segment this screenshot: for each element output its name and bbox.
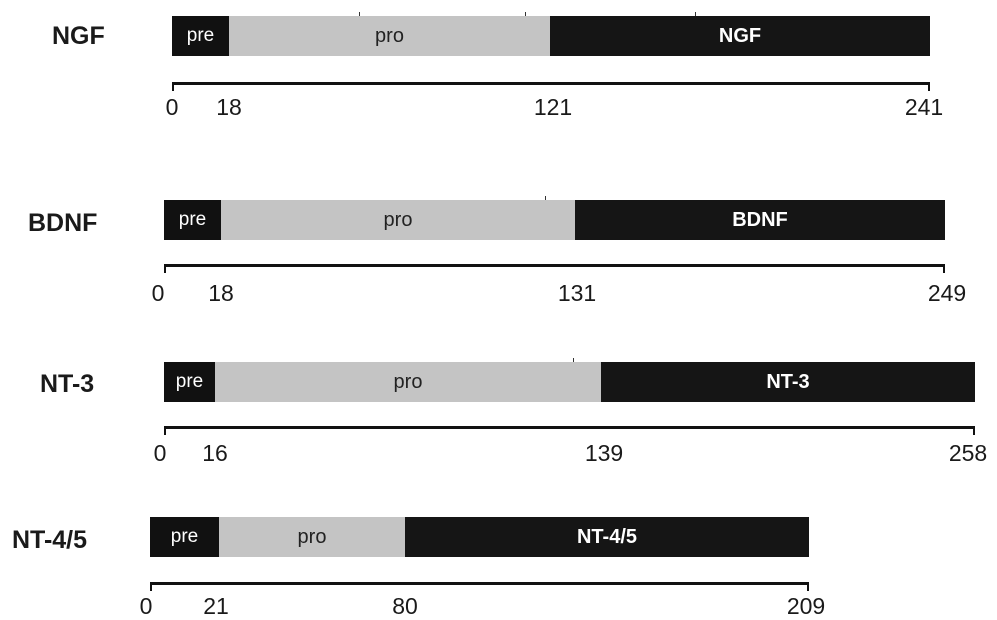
tick-label: 249 xyxy=(927,280,967,306)
protein-name: BDNF xyxy=(28,209,98,237)
tick-mark xyxy=(928,82,930,91)
precursor-bar: pre pro NT-4/5 xyxy=(150,517,809,557)
pre-segment: pre xyxy=(172,16,229,56)
mature-segment: NT-4/5 xyxy=(405,517,809,557)
tick-label: 0 xyxy=(139,593,153,619)
pro-segment: pro xyxy=(219,517,405,557)
protein-row-ngf: NGF pre pro NGF 0 18 121 241 xyxy=(0,0,997,120)
protein-row-bdnf: BDNF pre pro BDNF 0 18 131 249 xyxy=(0,0,997,306)
mature-segment: NGF xyxy=(550,16,930,56)
tick-mark xyxy=(807,582,809,591)
tick-label: 131 xyxy=(557,280,597,306)
tick-mark xyxy=(164,264,166,273)
pro-segment: pro xyxy=(221,200,575,240)
tick-label: 21 xyxy=(203,593,229,619)
precursor-bar: pre pro NT-3 xyxy=(164,362,975,402)
tick-label: 0 xyxy=(151,280,165,306)
tick-mark xyxy=(164,426,166,435)
tick-mark xyxy=(973,426,975,435)
pro-segment: pro xyxy=(215,362,601,402)
protein-row-nt3: NT-3 pre pro NT-3 0 16 139 258 xyxy=(0,0,997,466)
tick-label: 0 xyxy=(153,440,167,466)
pre-segment: pre xyxy=(164,362,215,402)
tick-mark xyxy=(150,582,152,591)
residue-axis xyxy=(164,264,945,273)
tick-label: 241 xyxy=(904,94,944,120)
protein-name: NT-3 xyxy=(40,370,95,398)
pre-segment: pre xyxy=(164,200,221,240)
protein-name: NT-4/5 xyxy=(12,526,88,554)
residue-axis xyxy=(172,82,930,91)
tick-label: 18 xyxy=(216,94,242,120)
tick-label: 139 xyxy=(584,440,624,466)
mature-segment: NT-3 xyxy=(601,362,975,402)
precursor-bar: pre pro NGF xyxy=(172,16,930,56)
residue-axis xyxy=(150,582,809,591)
tick-label: 121 xyxy=(533,94,573,120)
pre-segment: pre xyxy=(150,517,219,557)
tick-label: 258 xyxy=(948,440,988,466)
tick-label: 18 xyxy=(208,280,234,306)
protein-name: NGF xyxy=(52,22,105,50)
precursor-bar: pre pro BDNF xyxy=(164,200,945,240)
tick-label: 80 xyxy=(392,593,418,619)
tick-mark xyxy=(172,82,174,91)
tick-label: 209 xyxy=(786,593,826,619)
residue-axis xyxy=(164,426,975,435)
tick-label: 0 xyxy=(165,94,179,120)
mature-segment: BDNF xyxy=(575,200,945,240)
tick-label: 16 xyxy=(202,440,228,466)
pro-segment: pro xyxy=(229,16,550,56)
tick-mark xyxy=(943,264,945,273)
